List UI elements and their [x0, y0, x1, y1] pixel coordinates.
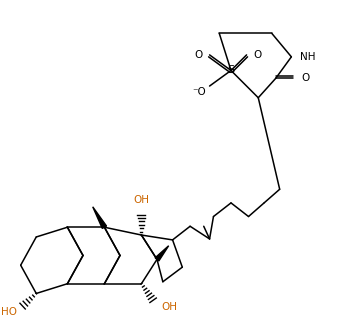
- Polygon shape: [93, 207, 106, 228]
- Text: S: S: [227, 65, 235, 75]
- Text: O: O: [195, 50, 203, 60]
- Text: ⁻O: ⁻O: [192, 87, 206, 97]
- Text: OH: OH: [161, 302, 177, 312]
- Text: NH: NH: [300, 52, 316, 62]
- Text: O: O: [253, 50, 262, 60]
- Text: HO: HO: [1, 307, 17, 317]
- Text: OH: OH: [133, 195, 149, 205]
- Polygon shape: [155, 246, 169, 261]
- Text: O: O: [301, 73, 310, 83]
